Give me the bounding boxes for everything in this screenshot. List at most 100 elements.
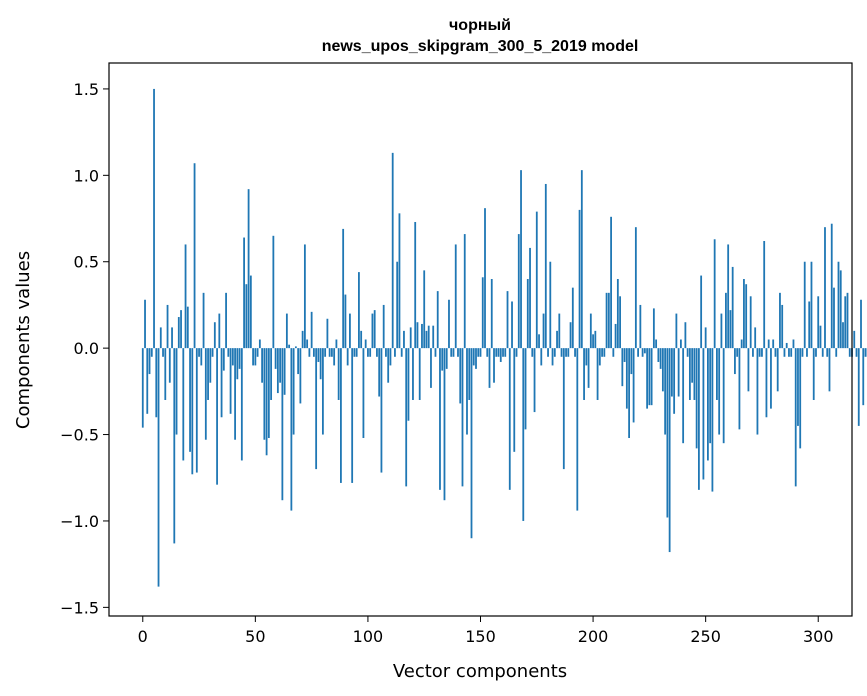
bar-193 xyxy=(576,348,579,511)
bar-65 xyxy=(288,344,291,349)
bars-group xyxy=(141,88,867,587)
bar-78 xyxy=(317,348,320,362)
bar-158 xyxy=(497,348,500,357)
bar-9 xyxy=(162,348,164,357)
bar-308 xyxy=(835,348,838,357)
bar-147 xyxy=(472,348,475,366)
bar-209 xyxy=(612,348,615,357)
bar-312 xyxy=(844,296,847,349)
bar-88 xyxy=(340,348,342,483)
bar-11 xyxy=(166,304,169,349)
bar-289 xyxy=(792,339,795,349)
bar-44 xyxy=(240,348,243,461)
bar-201 xyxy=(594,330,597,349)
bar-213 xyxy=(621,348,624,387)
bar-280 xyxy=(772,339,775,349)
bar-85 xyxy=(333,348,336,366)
bar-174 xyxy=(533,348,536,413)
bar-205 xyxy=(603,348,606,357)
bar-99 xyxy=(364,339,367,349)
bar-177 xyxy=(540,348,543,366)
bar-30 xyxy=(209,348,212,383)
bar-59 xyxy=(274,348,277,369)
y-tick-label: 1.5 xyxy=(74,80,99,99)
bar-92 xyxy=(349,313,351,349)
bar-197 xyxy=(585,348,588,366)
bar-93 xyxy=(351,348,354,483)
bar-90 xyxy=(344,294,347,349)
bar-53 xyxy=(261,348,264,383)
bar-259 xyxy=(725,292,727,349)
y-tick-label: −1.0 xyxy=(60,512,99,531)
bar-321 xyxy=(864,348,867,357)
bar-178 xyxy=(542,313,545,349)
bar-309 xyxy=(837,261,840,349)
bar-300 xyxy=(817,296,820,349)
bar-215 xyxy=(625,348,628,409)
bar-192 xyxy=(574,348,576,357)
bar-4 xyxy=(150,348,153,357)
bar-18 xyxy=(182,348,185,461)
bar-303 xyxy=(824,227,826,349)
bar-141 xyxy=(459,348,462,404)
bar-26 xyxy=(200,348,203,366)
bar-97 xyxy=(360,330,363,349)
bar-216 xyxy=(628,348,631,439)
bar-55 xyxy=(265,348,268,456)
bar-111 xyxy=(391,152,394,349)
bar-181 xyxy=(549,261,552,349)
bar-71 xyxy=(301,330,304,349)
bar-316 xyxy=(853,330,856,349)
bar-251 xyxy=(707,348,709,461)
bar-275 xyxy=(761,348,763,357)
bar-243 xyxy=(688,348,691,400)
bar-148 xyxy=(475,348,477,369)
bar-200 xyxy=(592,334,594,349)
bar-162 xyxy=(506,291,509,349)
bar-34 xyxy=(218,313,221,349)
bar-218 xyxy=(632,348,635,423)
bar-67 xyxy=(292,348,295,435)
bar-52 xyxy=(258,339,261,349)
bar-107 xyxy=(382,304,385,349)
bar-7 xyxy=(157,348,160,587)
bar-182 xyxy=(551,348,554,366)
bar-36 xyxy=(222,348,225,371)
bar-101 xyxy=(369,348,372,357)
bar-80 xyxy=(321,348,324,435)
bar-64 xyxy=(285,313,288,349)
bar-190 xyxy=(569,322,572,349)
bar-54 xyxy=(263,348,266,440)
bar-230 xyxy=(659,348,662,369)
bar-294 xyxy=(803,261,806,349)
bar-238 xyxy=(677,348,680,397)
bar-72 xyxy=(303,244,306,349)
bar-287 xyxy=(788,348,790,357)
bar-129 xyxy=(432,325,435,349)
bar-126 xyxy=(425,330,428,349)
bar-204 xyxy=(601,348,603,357)
bar-125 xyxy=(423,270,426,349)
bar-176 xyxy=(538,334,540,349)
bar-31 xyxy=(211,348,214,357)
bar-86 xyxy=(335,339,338,349)
bar-6 xyxy=(155,348,158,418)
bar-267 xyxy=(743,279,745,349)
bar-56 xyxy=(267,348,270,439)
bar-82 xyxy=(326,318,329,349)
bar-166 xyxy=(515,348,518,357)
bar-301 xyxy=(819,325,822,349)
bar-236 xyxy=(673,348,676,414)
bar-143 xyxy=(463,234,466,349)
chart-title: чорный xyxy=(449,17,511,34)
bar-311 xyxy=(842,322,844,349)
bar-48 xyxy=(249,275,252,349)
bar-261 xyxy=(729,310,732,349)
bar-2 xyxy=(146,348,149,414)
bar-10 xyxy=(164,348,167,400)
bar-317 xyxy=(855,348,858,357)
bar-0 xyxy=(141,348,144,428)
bar-149 xyxy=(477,348,480,357)
bar-171 xyxy=(526,279,529,349)
bar-220 xyxy=(637,348,640,357)
